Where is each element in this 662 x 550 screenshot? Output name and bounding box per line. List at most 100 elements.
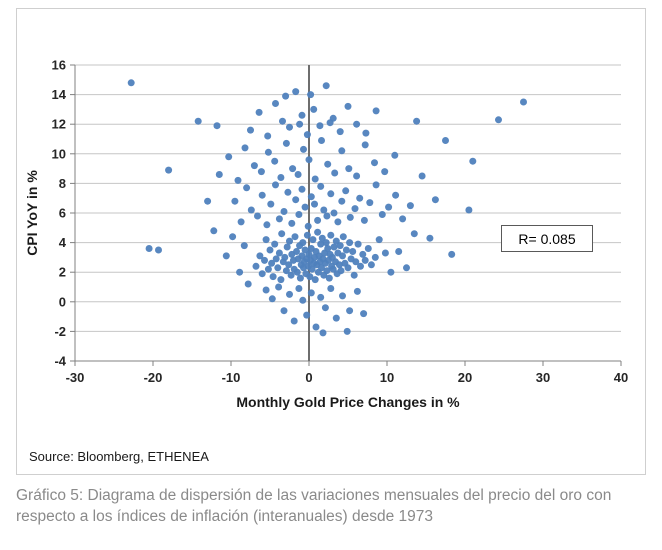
scatter-point (268, 295, 276, 303)
y-tick-label: 12 (52, 117, 66, 132)
scatter-point (256, 252, 264, 260)
scatter-point (345, 165, 353, 173)
scatter-point (303, 231, 311, 239)
scatter-point (399, 215, 407, 223)
scatter-point (263, 221, 271, 229)
scatter-point (311, 200, 318, 208)
scatter-point (375, 236, 383, 244)
scatter-point (391, 151, 399, 159)
x-tick-label: -10 (222, 370, 241, 385)
scatter-point (364, 245, 372, 252)
scatter-point (343, 327, 351, 335)
scatter-point (127, 79, 135, 87)
scatter-point (303, 311, 311, 319)
scatter-svg: Monthly Gold Price Changes in % CPI YoY … (24, 58, 628, 411)
scatter-point (258, 270, 266, 278)
scatter-point (317, 293, 325, 301)
scatter-point (257, 168, 265, 176)
scatter-point (294, 171, 302, 178)
scatter-point (410, 230, 418, 238)
figure-caption: Gráfico 5: Diagrama de dispersión de las… (16, 487, 612, 526)
y-tick-label: 6 (59, 206, 66, 221)
scatter-point (280, 208, 288, 215)
scatter-point (306, 273, 314, 281)
scatter-point (304, 222, 312, 230)
x-tick-label: 0 (305, 370, 312, 385)
scatter-point (314, 228, 322, 236)
scatter-point (339, 233, 347, 241)
scatter-point (241, 144, 249, 152)
scatter-point (322, 239, 330, 247)
scatter-point (282, 92, 290, 100)
scatter-point (353, 120, 361, 128)
scatter-point (237, 218, 245, 226)
scatter-point (321, 304, 329, 312)
scatter-point (296, 274, 304, 282)
scatter-point (354, 240, 362, 248)
scatter-point (339, 252, 346, 260)
scatter-point (337, 267, 345, 275)
scatter-point (378, 211, 386, 218)
scatter-point (351, 205, 359, 213)
scatter-point (310, 105, 318, 113)
scatter-point (275, 215, 283, 223)
scatter-point (308, 265, 316, 273)
scatter-point (236, 268, 244, 276)
scatter-point (264, 265, 272, 273)
scatter-point (342, 246, 350, 254)
y-tick-label: 10 (52, 146, 66, 161)
scatter-point (275, 283, 283, 291)
scatter-point (280, 307, 288, 315)
scatter-point (275, 249, 283, 257)
scatter-point (222, 252, 230, 260)
scatter-point (272, 255, 280, 263)
scatter-point (469, 157, 477, 165)
scatter-point (254, 212, 261, 220)
scatter-point (299, 239, 307, 247)
scatter-point (267, 200, 275, 208)
scatter-point (322, 82, 330, 90)
scatter-point (287, 271, 295, 279)
scatter-point (291, 233, 299, 241)
correlation-box: R= 0.085 (501, 225, 593, 252)
scatter-point (311, 276, 319, 284)
scatter-point (330, 243, 338, 251)
y-tick-label: -4 (54, 354, 66, 369)
scatter-point (317, 240, 325, 248)
y-tick-label: 8 (59, 176, 66, 191)
scatter-point (204, 197, 212, 205)
scatter-point (274, 264, 282, 272)
scatter-point (353, 172, 361, 180)
scatter-point (361, 256, 369, 264)
scatter-point (250, 162, 258, 170)
scatter-point (326, 119, 334, 127)
scatter-point (387, 268, 395, 276)
scatter-point (295, 285, 303, 292)
scatter-point (155, 246, 162, 254)
scatter-point (336, 128, 344, 136)
scatter-point (317, 182, 325, 190)
y-tick-label: 2 (59, 265, 66, 280)
scatter-point (296, 120, 304, 128)
scatter-point (292, 88, 300, 96)
scatter-point (311, 175, 319, 183)
scatter-point (286, 123, 293, 131)
scatter-point (316, 122, 324, 130)
scatter-point (269, 273, 277, 281)
scatter-point (352, 258, 360, 266)
scatter-point (339, 292, 346, 300)
scatter-point (385, 203, 393, 211)
scatter-point (225, 153, 233, 161)
scatter-point (165, 166, 173, 174)
scatter-point (359, 250, 367, 258)
scatter-point (289, 165, 297, 173)
source-text: Source: Bloomberg, ETHENEA (29, 449, 209, 464)
scatter-point (298, 185, 306, 193)
scatter-point (282, 267, 290, 275)
scatter-point (277, 174, 285, 181)
scatter-point (465, 206, 473, 214)
scatter-point (307, 91, 315, 99)
scatter-point (213, 122, 221, 130)
scatter-point (252, 262, 260, 270)
scatter-point (361, 141, 369, 149)
